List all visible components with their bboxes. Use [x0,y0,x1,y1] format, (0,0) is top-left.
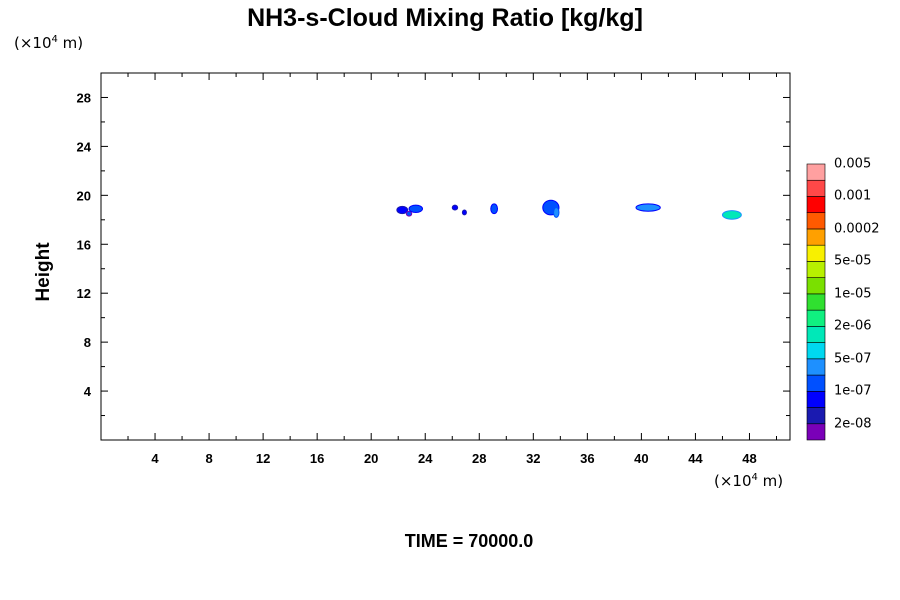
chart-title: NH3-s-Cloud Mixing Ratio [kg/kg] [247,4,643,32]
colorbar-label: 0.005 [834,156,872,172]
x-tick-label: 12 [256,451,270,466]
colorbar-label: 0.0002 [834,221,880,237]
x-tick-label: 44 [688,451,703,466]
colorbar-swatch [806,390,826,408]
colorbar-swatch [806,326,826,343]
colorbar-swatch [806,423,826,441]
x-tick-label: 24 [418,451,433,466]
x-unit-exponent: 4 [751,472,758,483]
y-tick-label: 20 [77,188,91,203]
colorbar-swatch [806,212,826,230]
x-unit-suffix: m) [757,472,784,490]
colorbar-swatch [806,261,826,278]
cloud-feature [490,203,499,215]
x-unit-prefix: (×10 [714,472,752,490]
cloud-feature [635,203,661,212]
y-unit-prefix: (×10 [14,34,52,52]
x-tick-label: 40 [634,451,648,466]
colorbar-swatch [806,374,826,392]
x-tick-label: 20 [364,451,378,466]
y-axis-unit: (×104 m) [14,34,83,52]
colorbar-swatch [806,358,826,376]
colorbar-swatch [806,407,826,425]
colorbar-label: 2e-08 [834,416,872,432]
x-tick-label: 48 [742,451,756,466]
y-tick-label: 16 [77,237,91,252]
x-tick-label: 28 [472,451,486,466]
colorbar-label: 1e-07 [834,383,872,399]
y-tick-label: 24 [77,139,92,154]
cloud-feature [408,204,424,213]
x-axis-unit: (×104 m) [714,472,783,490]
y-tick-label: 28 [77,90,91,105]
colorbar-swatch [806,196,826,214]
colorbar-swatch [806,244,826,262]
colorbar-swatch [806,277,826,295]
plot-frame [100,72,791,441]
x-tick-label: 4 [151,451,159,466]
cloud-feature [451,204,459,211]
colorbar-swatch [806,163,826,181]
colorbar-swatch [806,293,826,311]
cloud-feature [721,210,742,220]
colorbar-swatch [806,342,826,360]
x-tick-label: 8 [205,451,212,466]
cloud-feature [553,207,560,218]
x-tick-label: 16 [310,451,324,466]
colorbar-swatch [806,228,826,246]
colorbar-label: 5e-07 [834,351,872,367]
cloud-feature [461,209,467,216]
y-unit-suffix: m) [57,34,84,52]
y-tick-label: 12 [77,286,91,301]
colorbar-swatch [806,309,826,327]
time-label: TIME = 70000.0 [404,531,534,551]
x-tick-label: 36 [580,451,594,466]
colorbar-label: 2e-06 [834,318,872,334]
colorbar-label: 5e-05 [834,253,872,269]
colorbar-swatch [806,179,826,197]
x-tick-label: 32 [526,451,540,466]
colorbar-label: 0.001 [834,188,872,204]
cloud-feature [405,210,413,217]
y-unit-exponent: 4 [51,34,58,45]
cloud-feature [396,205,409,215]
y-tick-label: 8 [84,335,91,350]
colorbar-label: 1e-05 [834,286,872,302]
y-tick-label: 4 [84,384,92,399]
